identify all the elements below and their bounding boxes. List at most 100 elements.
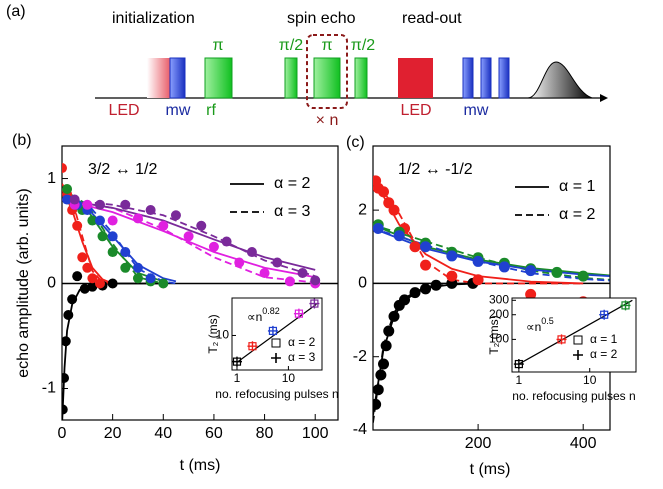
mw-pulse: [480, 57, 492, 99]
fit-exponent: 0.5: [541, 316, 554, 326]
rf-pulse: [284, 57, 298, 99]
data-point: [87, 215, 98, 226]
data-point: [297, 268, 308, 279]
channel-label: rf: [206, 102, 216, 119]
data-point: [310, 275, 321, 286]
x-tick-label: 20: [104, 425, 122, 442]
inset-point-plus: [309, 298, 320, 309]
inset-x-tick-label: 1: [516, 373, 523, 387]
inset-point-plus: [599, 309, 610, 320]
legend-label: α = 3: [274, 203, 310, 220]
plot-frame: [372, 145, 611, 431]
data-point: [77, 252, 88, 263]
fit-curve: [373, 282, 479, 423]
y-tick-label: -4: [353, 421, 367, 438]
data-point: [82, 199, 93, 210]
x-tick-label: 60: [205, 425, 223, 442]
channel-label: mw: [166, 102, 191, 119]
data-point: [170, 210, 181, 221]
mw-pulse: [498, 57, 510, 99]
data-point: [132, 262, 143, 273]
inset-legend-label: α = 2: [590, 347, 618, 361]
rf-pulse: [204, 57, 233, 99]
data-point: [69, 194, 80, 205]
echo-signal: [527, 61, 593, 99]
inset-point-plus: [267, 325, 278, 336]
x-tick-label: 80: [256, 425, 274, 442]
channel-label: LED: [400, 102, 431, 119]
fit-curve: [62, 198, 316, 279]
inset-point-plus: [293, 308, 304, 319]
inset-y-label: T₂ (ms): [206, 314, 220, 353]
inset-y-tick-label: 100: [489, 332, 509, 346]
data-point: [399, 294, 411, 306]
chart: 0 20 40 60 80 100 -1 0 1 (b) 3/2 ↔ 1/2 t (ms) echo a…: [12, 132, 339, 474]
data-point: [208, 241, 219, 252]
inset-x-label: no. refocusing pulses n: [215, 387, 338, 401]
data-point: [79, 283, 90, 294]
inset-legend-label: α = 3: [288, 350, 316, 364]
inset-point: [556, 334, 567, 345]
data-point: [409, 241, 421, 253]
y-tick-label: -2: [353, 348, 367, 365]
y-tick-label: 0: [47, 275, 56, 292]
data-point: [132, 213, 143, 224]
data-point: [62, 404, 68, 415]
data-point: [409, 287, 421, 299]
inset-point-plus: [556, 334, 567, 345]
data-point: [87, 273, 98, 284]
data-point: [72, 271, 83, 282]
pulse-label: π: [212, 37, 223, 54]
data-point: [120, 262, 131, 273]
inset-y-tick-label: 200: [489, 307, 509, 321]
inset-point: [513, 359, 524, 370]
x-axis-label: t (ms): [180, 457, 221, 474]
inset-y-tick-label: 300: [489, 292, 509, 306]
inset-point-plus: [513, 359, 524, 370]
data-point: [388, 204, 400, 216]
inset-y-tick-label: 10: [216, 328, 230, 342]
data-point: [62, 184, 73, 195]
annotation: 1/2 ↔ -1/2: [398, 161, 473, 178]
inset-point: [267, 325, 278, 336]
data-point: [72, 220, 83, 231]
plot-area: [62, 163, 321, 420]
pulse-label: π: [321, 37, 332, 54]
y-tick-label: 0: [358, 275, 367, 292]
y-tick-label: 2: [358, 201, 367, 218]
x-tick-label: 0: [58, 425, 67, 442]
x-tick-label: 200: [465, 435, 492, 452]
data-point: [380, 340, 392, 352]
repeat-box: [306, 34, 348, 109]
pulse-label: π/2: [279, 37, 303, 54]
led-pulse: [398, 58, 433, 98]
channel-label: LED: [108, 102, 139, 119]
inset-fit-label: ∝n0.82: [247, 306, 280, 324]
data-point: [551, 266, 563, 278]
arrow-head: [600, 94, 608, 102]
inset-x-tick-label: 10: [583, 373, 597, 387]
data-point: [82, 262, 93, 273]
rf-pulse: [354, 57, 368, 99]
inset-point: [620, 300, 631, 311]
inset-point: [231, 356, 242, 367]
inset-x-tick-label: 10: [282, 371, 296, 385]
data-point: [446, 270, 458, 282]
mw-pulse: [462, 57, 474, 99]
inset-x-tick-label: 1: [234, 371, 241, 385]
fit-curve: [62, 198, 316, 284]
rf-pulse: [313, 57, 341, 99]
inset-legend-marker: [573, 335, 583, 345]
inset-legend-marker: [573, 350, 583, 360]
inset-fit-line: [518, 299, 633, 365]
inset-point: [247, 341, 258, 352]
data-point: [120, 247, 131, 258]
pulse-diagram: (a) initialization spin echo read-out π …: [6, 3, 608, 129]
x-axis-label: t (ms): [470, 461, 511, 478]
data-point: [63, 310, 74, 321]
data-point: [158, 220, 169, 231]
fit-base: ∝n: [526, 320, 541, 334]
x-tick-label: 400: [570, 435, 597, 452]
